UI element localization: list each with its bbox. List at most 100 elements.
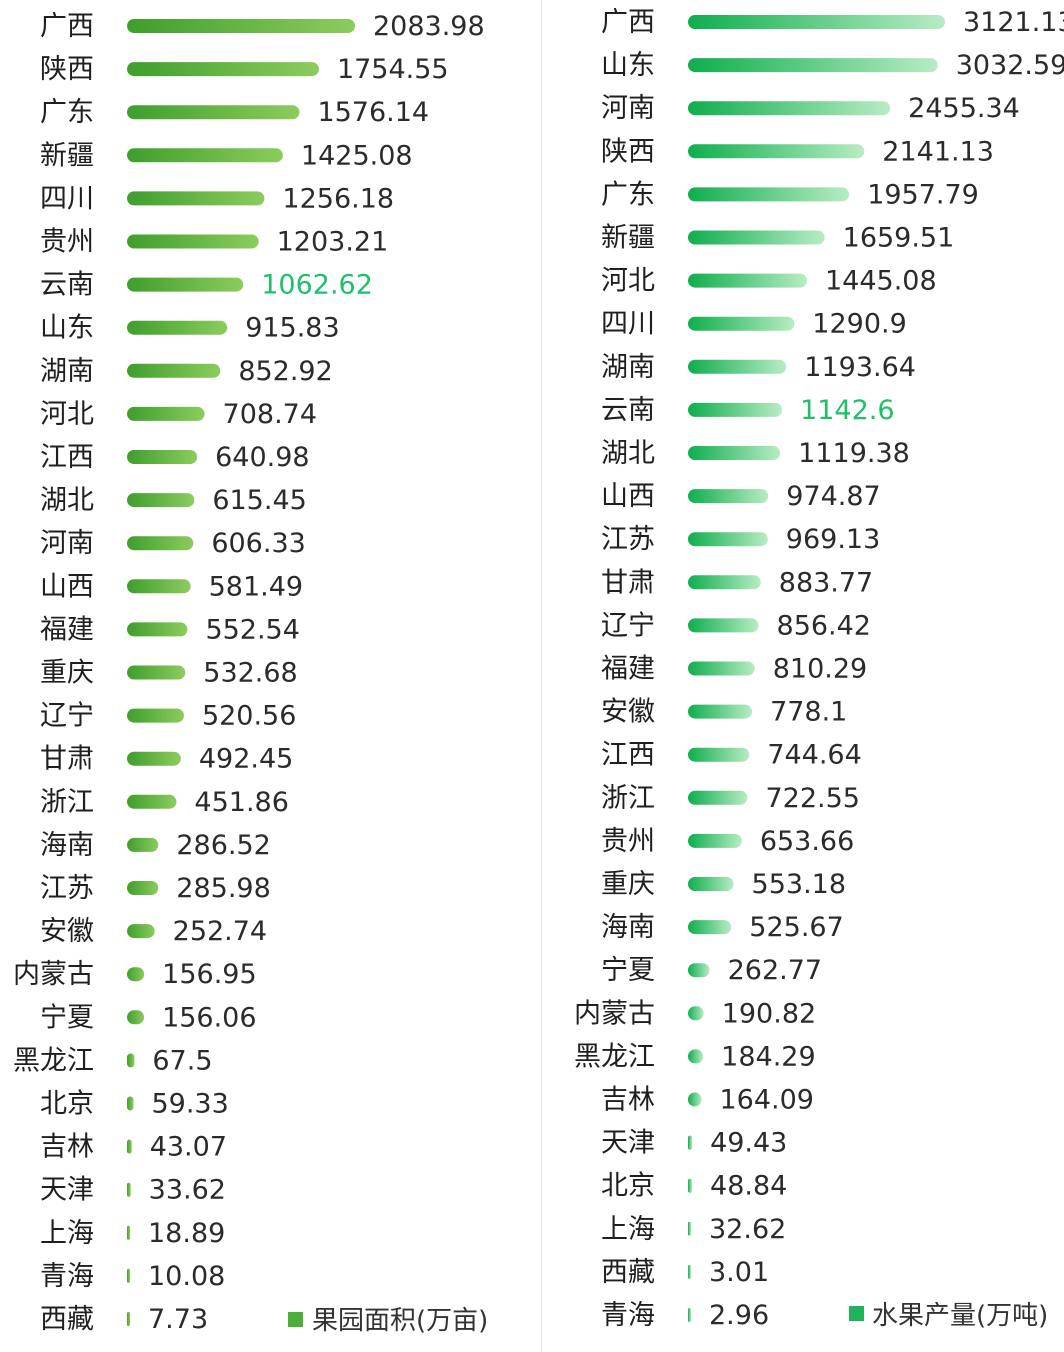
category-label: 山西: [601, 481, 655, 512]
value-label: 2.96: [709, 1300, 769, 1331]
bar: [127, 967, 145, 982]
category-label: 内蒙古: [574, 998, 655, 1029]
category-label: 新疆: [601, 223, 655, 254]
bar: [127, 1225, 130, 1240]
value-label: 164.09: [720, 1085, 814, 1116]
value-label: 262.77: [728, 955, 822, 986]
category-label: 云南: [40, 270, 94, 301]
value-label: 553.18: [752, 869, 846, 900]
bar: [688, 790, 748, 805]
value-label: 852.92: [238, 356, 332, 387]
category-label: 宁夏: [40, 1002, 94, 1033]
bar: [688, 920, 732, 935]
category-label: 贵州: [601, 826, 655, 857]
value-label: 3121.13: [963, 7, 1064, 38]
bar: [688, 1092, 702, 1107]
category-label: 西藏: [40, 1304, 94, 1335]
bar: [688, 101, 891, 116]
bar: [127, 105, 300, 120]
value-label: 969.13: [786, 524, 880, 555]
category-label: 浙江: [601, 783, 655, 814]
category-label: 云南: [601, 395, 655, 426]
category-label: 湖南: [601, 352, 655, 383]
category-label: 甘肃: [40, 744, 94, 775]
bar: [688, 1221, 691, 1236]
value-label: 451.86: [194, 787, 288, 818]
bar: [127, 62, 319, 77]
value-label: 252.74: [173, 916, 267, 947]
bar: [688, 58, 938, 73]
bar: [127, 1053, 135, 1068]
legend-label: 水果产量(万吨): [872, 1301, 1048, 1331]
category-label: 吉林: [601, 1085, 655, 1116]
category-label: 河北: [601, 266, 655, 297]
value-label: 2455.34: [908, 93, 1020, 124]
category-label: 山东: [601, 50, 655, 81]
value-label: 67.5: [152, 1045, 212, 1076]
value-label: 1290.9: [812, 309, 906, 340]
category-label: 江西: [40, 442, 94, 473]
bar: [688, 402, 783, 417]
bar: [127, 148, 283, 163]
fruit-output-chart: 广西 3121.13 山东 3032.59 河南 2455.34 陕西 2141.13 广东 19…: [574, 7, 1064, 1331]
value-label: 33.62: [149, 1175, 226, 1206]
category-label: 浙江: [40, 787, 94, 818]
value-label: 156.06: [162, 1002, 256, 1033]
category-label: 湖北: [40, 485, 94, 516]
category-label: 北京: [40, 1089, 94, 1120]
bar: [127, 363, 221, 378]
category-label: 上海: [40, 1218, 94, 1249]
value-label: 2083.98: [373, 11, 485, 42]
value-label: 43.07: [150, 1132, 227, 1163]
value-label: 1754.55: [337, 54, 449, 85]
value-label: 974.87: [786, 481, 880, 512]
bar: [688, 1264, 691, 1279]
bar: [688, 618, 759, 633]
category-label: 山西: [40, 571, 94, 602]
bar: [688, 144, 865, 159]
bar: [127, 1268, 130, 1283]
value-label: 810.29: [773, 654, 867, 685]
bar: [688, 1135, 693, 1150]
bar: [688, 489, 769, 504]
bar: [127, 493, 195, 508]
category-label: 黑龙江: [13, 1045, 94, 1076]
category-label: 广西: [40, 11, 94, 42]
bar: [127, 708, 184, 723]
bar: [127, 794, 177, 809]
category-label: 广东: [40, 97, 94, 128]
category-label: 天津: [601, 1128, 655, 1159]
value-label: 915.83: [245, 313, 339, 344]
value-label: 552.54: [205, 614, 299, 645]
bar: [127, 881, 159, 895]
value-label: 492.45: [199, 744, 293, 775]
bar: [127, 622, 188, 637]
category-label: 江西: [601, 740, 655, 771]
category-label: 重庆: [601, 869, 655, 900]
bar: [127, 234, 259, 249]
value-label: 708.74: [223, 399, 317, 430]
category-label: 四川: [40, 183, 94, 214]
category-label: 重庆: [40, 658, 94, 689]
value-label: 883.77: [779, 567, 873, 598]
value-label: 1193.64: [804, 352, 916, 383]
bar: [688, 747, 750, 762]
value-label: 525.67: [749, 912, 843, 943]
bar: [688, 15, 945, 29]
legend-swatch: [288, 1312, 303, 1327]
bar: [688, 963, 710, 978]
bar: [127, 1182, 131, 1197]
legend-label: 果园面积(万亩): [312, 1306, 488, 1336]
value-label: 285.98: [176, 873, 270, 904]
value-label: 1659.51: [843, 223, 955, 254]
value-label: 581.49: [209, 571, 303, 602]
value-label: 1576.14: [317, 97, 429, 128]
value-label: 532.68: [203, 658, 297, 689]
category-label: 黑龙江: [574, 1041, 655, 1072]
bar: [127, 1312, 130, 1326]
value-label: 640.98: [215, 442, 309, 473]
bar: [688, 704, 753, 719]
category-label: 广东: [601, 179, 655, 210]
bar: [688, 230, 825, 245]
category-label: 江苏: [40, 873, 94, 904]
